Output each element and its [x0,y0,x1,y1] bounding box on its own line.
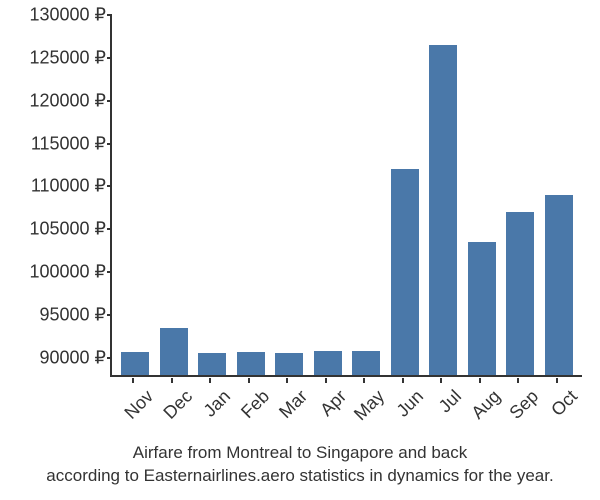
bar-jul [429,45,457,375]
x-label-text: Jan [200,386,235,421]
y-tick-label: 105000 ₽ [29,219,106,240]
caption-line-2: according to Easternairlines.aero statis… [0,465,600,488]
x-tick-mark [363,378,365,383]
x-label-jul: Jul [427,378,455,438]
x-label-jan: Jan [196,378,224,438]
y-tick-label: 110000 ₽ [31,176,106,197]
x-label-oct: Oct [543,378,571,438]
x-label-text: Jun [392,386,427,421]
x-label-jun: Jun [389,378,417,438]
x-label-text: Mar [275,386,312,423]
x-label-text: Apr [316,386,351,421]
x-label-may: May [350,378,378,438]
x-label-text: Jul [435,386,466,417]
x-label-text: May [350,386,389,425]
y-tick-label: 100000 ₽ [29,262,106,283]
plot-area [110,15,582,377]
x-label-mar: Mar [273,378,301,438]
bar-sep [506,212,534,375]
x-tick-mark [440,378,442,383]
x-label-aug: Aug [466,378,494,438]
x-label-text: Sep [506,386,543,423]
x-label-feb: Feb [235,378,263,438]
caption-line-1: Airfare from Montreal to Singapore and b… [0,442,600,465]
x-label-dec: Dec [158,378,186,438]
x-axis-labels: NovDecJanFebMarAprMayJunJulAugSepOct [110,378,580,438]
x-tick-mark [556,378,558,383]
bar-dec [160,328,188,375]
x-label-text: Dec [159,386,196,423]
x-tick-mark [325,378,327,383]
bar-may [352,351,380,375]
y-tick-label: 120000 ₽ [29,90,106,111]
x-tick-mark [171,378,173,383]
x-tick-mark [286,378,288,383]
x-label-text: Oct [547,386,582,421]
x-tick-mark [479,378,481,383]
bar-oct [545,195,573,375]
x-label-text: Aug [467,386,504,423]
x-label-sep: Sep [504,378,532,438]
x-label-nov: Nov [119,378,147,438]
chart-caption: Airfare from Montreal to Singapore and b… [0,442,600,488]
y-tick-label: 125000 ₽ [29,47,106,68]
x-tick-mark [209,378,211,383]
y-tick-label: 130000 ₽ [29,5,106,26]
y-tick-label: 90000 ₽ [39,347,106,368]
bar-nov [121,352,149,375]
bar-feb [237,352,265,375]
bar-apr [314,351,342,375]
x-tick-mark [132,378,134,383]
x-label-text: Nov [121,386,158,423]
x-tick-mark [402,378,404,383]
bars-container [112,15,582,375]
x-tick-mark [517,378,519,383]
x-label-apr: Apr [312,378,340,438]
y-tick-label: 115000 ₽ [31,133,106,154]
x-label-text: Feb [237,386,274,423]
bar-jan [198,353,226,375]
y-tick-label: 95000 ₽ [39,305,106,326]
bar-jun [391,169,419,375]
x-tick-mark [248,378,250,383]
airfare-bar-chart: 90000 ₽ 95000 ₽ 100000 ₽ 105000 ₽ 110000 ₽ 11… [0,0,600,500]
bar-mar [275,353,303,375]
bar-aug [468,242,496,375]
